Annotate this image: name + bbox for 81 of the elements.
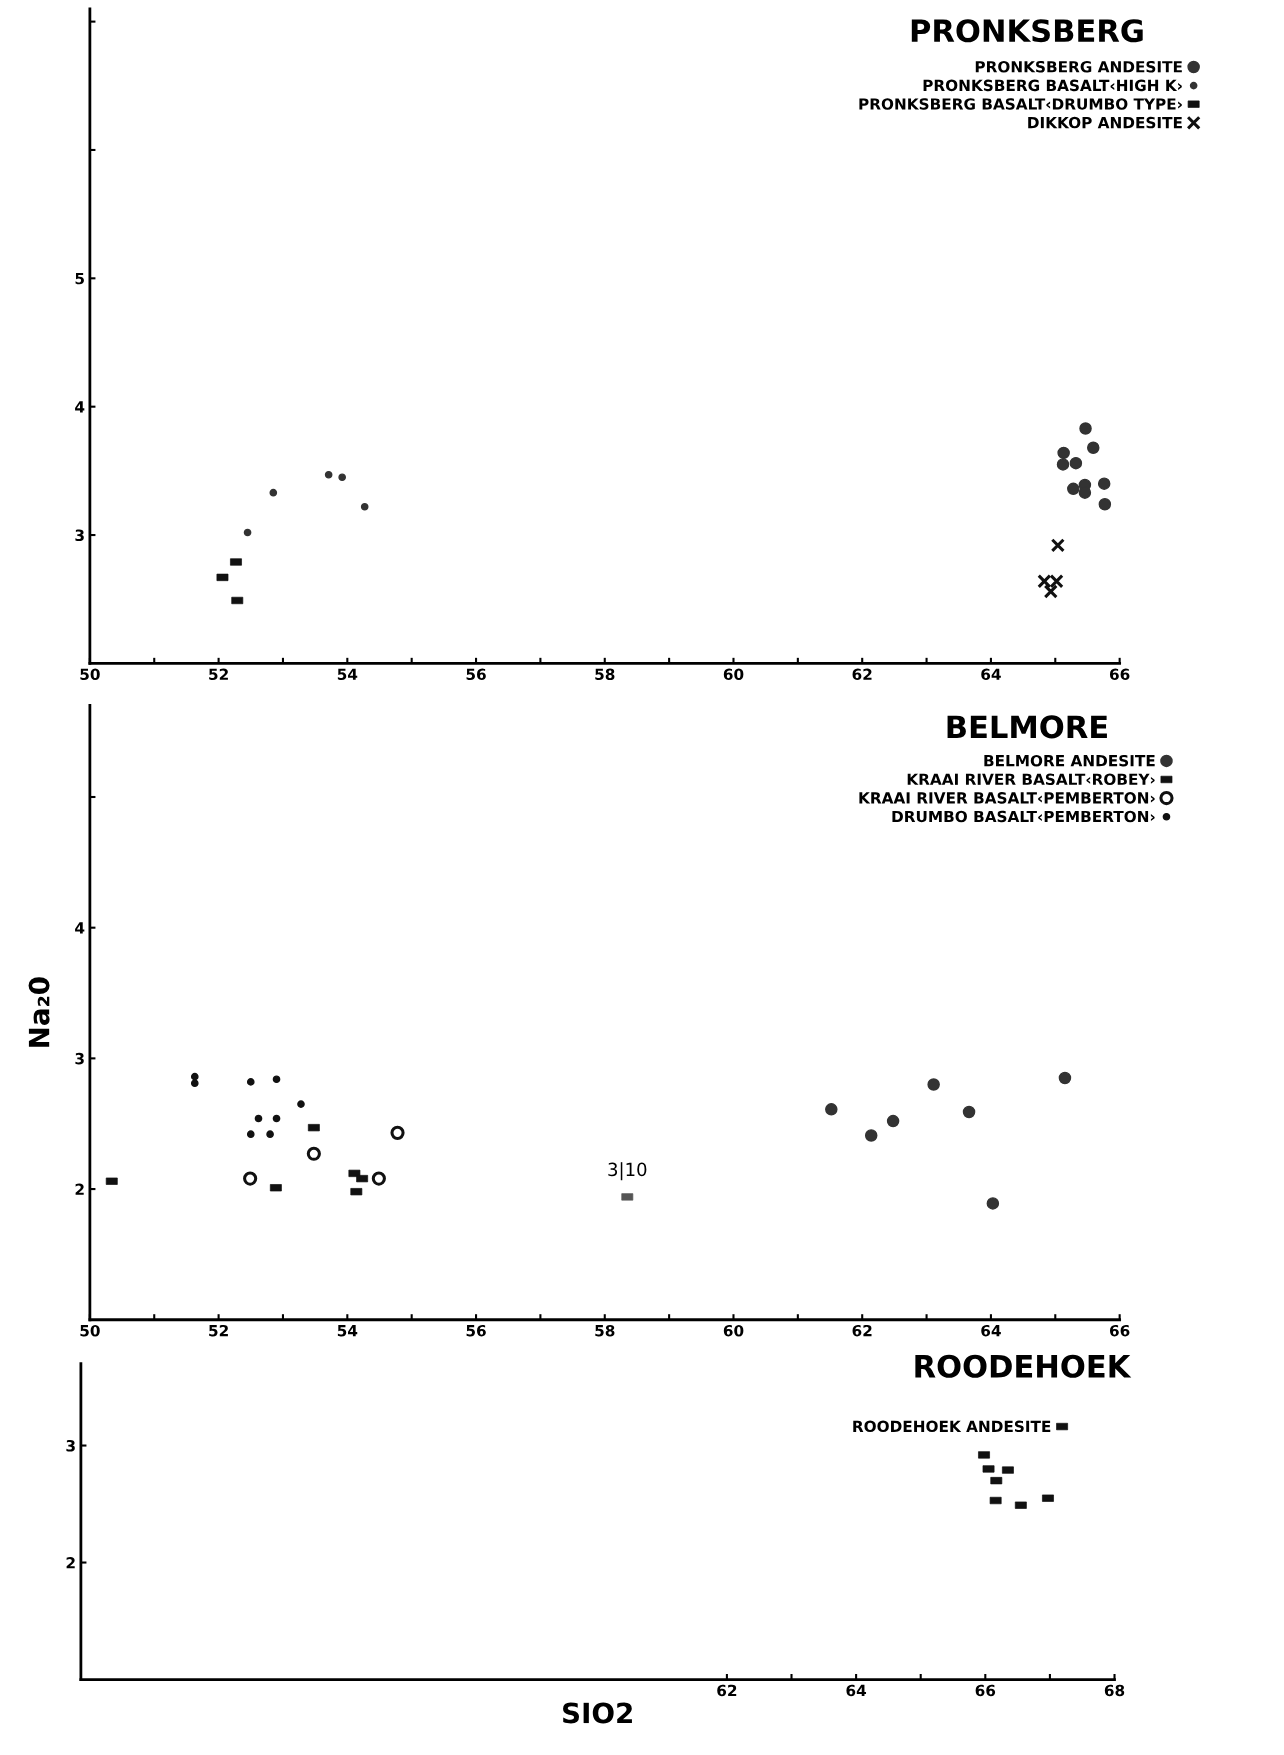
x-tick-label: 52	[209, 1324, 228, 1337]
point	[1097, 477, 1111, 490]
x-tick-label: 54	[337, 1325, 358, 1337]
point	[246, 1078, 255, 1086]
x-tick-label: 56	[466, 668, 486, 681]
point	[269, 488, 278, 497]
point	[360, 502, 369, 511]
x-tick-label: 66	[1109, 668, 1130, 681]
point	[266, 1130, 274, 1138]
x-tick-label: 62	[852, 1324, 872, 1337]
point	[1043, 584, 1058, 599]
x-tick-label: 58	[595, 668, 615, 681]
point	[1078, 486, 1092, 499]
x-axis-title: SIO2	[563, 1702, 632, 1724]
x-tick-label: 62	[717, 1684, 737, 1697]
point	[864, 1129, 878, 1142]
point	[243, 528, 252, 537]
x-tick-label: 64	[981, 1324, 1001, 1337]
chart-title: ROODEHOEK	[915, 1354, 1132, 1378]
y-tick-label: 3	[75, 529, 84, 542]
point	[390, 1125, 405, 1140]
x-tick-label: 64	[846, 1684, 867, 1697]
y-tick-label: 2	[75, 1183, 84, 1195]
x-tick-label: 56	[466, 1324, 486, 1337]
legend-label: PRONKSBERG ANDESITE	[975, 60, 1182, 73]
point	[1067, 482, 1080, 496]
point	[272, 1075, 281, 1084]
x-tick-label: 54	[337, 668, 358, 681]
legend-label: KRAAI RIVER BASALT‹ROBEY›	[907, 773, 1155, 786]
point	[371, 1171, 386, 1186]
point	[1058, 1071, 1072, 1085]
y-tick-label: 3	[75, 1052, 84, 1065]
x-tick-label: 50	[80, 668, 100, 681]
point	[246, 1130, 255, 1138]
point	[190, 1072, 199, 1081]
y-tick-label: 5	[75, 272, 84, 285]
chart-title: PRONKSBERG	[911, 19, 1143, 43]
y-tick-label: 4	[75, 922, 85, 934]
point	[962, 1105, 976, 1119]
point	[243, 1171, 258, 1186]
legend-label: DRUMBO BASALT‹PEMBERTON›	[892, 810, 1155, 823]
point	[272, 1114, 281, 1123]
annotation: 3|10	[608, 1162, 647, 1181]
point	[338, 473, 346, 482]
legend-label: DIKKOP ANDESITE	[1028, 116, 1182, 129]
legend-label: ROODEHOEK ANDESITE	[853, 1420, 1051, 1433]
y-tick-label: 2	[66, 1557, 75, 1569]
point	[1079, 422, 1092, 435]
chart-title: BELMORE	[947, 715, 1107, 739]
point	[1057, 446, 1070, 460]
point	[306, 1146, 321, 1161]
x-tick-label: 60	[723, 1324, 744, 1337]
y-tick-label: 3	[66, 1440, 75, 1452]
point	[1098, 497, 1112, 511]
legend-label: BELMORE ANDESITE	[984, 754, 1155, 767]
point	[254, 1114, 263, 1123]
y-axis-title: Na₂0	[28, 977, 50, 1047]
x-tick-label: 66	[1109, 1324, 1130, 1337]
point	[324, 470, 333, 479]
point	[986, 1197, 1000, 1210]
point	[886, 1114, 900, 1128]
y-tick-label: 4	[75, 401, 85, 413]
x-tick-label: 62	[852, 668, 872, 681]
point	[1050, 538, 1065, 553]
point	[825, 1103, 838, 1116]
x-tick-label: 66	[975, 1684, 996, 1697]
point	[927, 1078, 940, 1091]
x-tick-label: 52	[209, 668, 228, 681]
point	[1087, 441, 1100, 455]
legend-label: PRONKSBERG BASALT‹DRUMBO TYPE›	[859, 98, 1182, 110]
x-tick-label: 64	[981, 668, 1001, 681]
x-tick-label: 68	[1104, 1684, 1125, 1697]
x-tick-label: 58	[595, 1324, 615, 1337]
x-tick-label: 60	[723, 668, 744, 681]
point	[1069, 456, 1083, 470]
x-tick-label: 50	[80, 1324, 100, 1337]
legend-label: PRONKSBERG BASALT‹HIGH K›	[923, 79, 1182, 92]
legend-label: KRAAI RIVER BASALT‹PEMBERTON›	[859, 792, 1155, 804]
point	[1056, 458, 1070, 471]
point	[297, 1100, 305, 1108]
point	[190, 1079, 199, 1088]
